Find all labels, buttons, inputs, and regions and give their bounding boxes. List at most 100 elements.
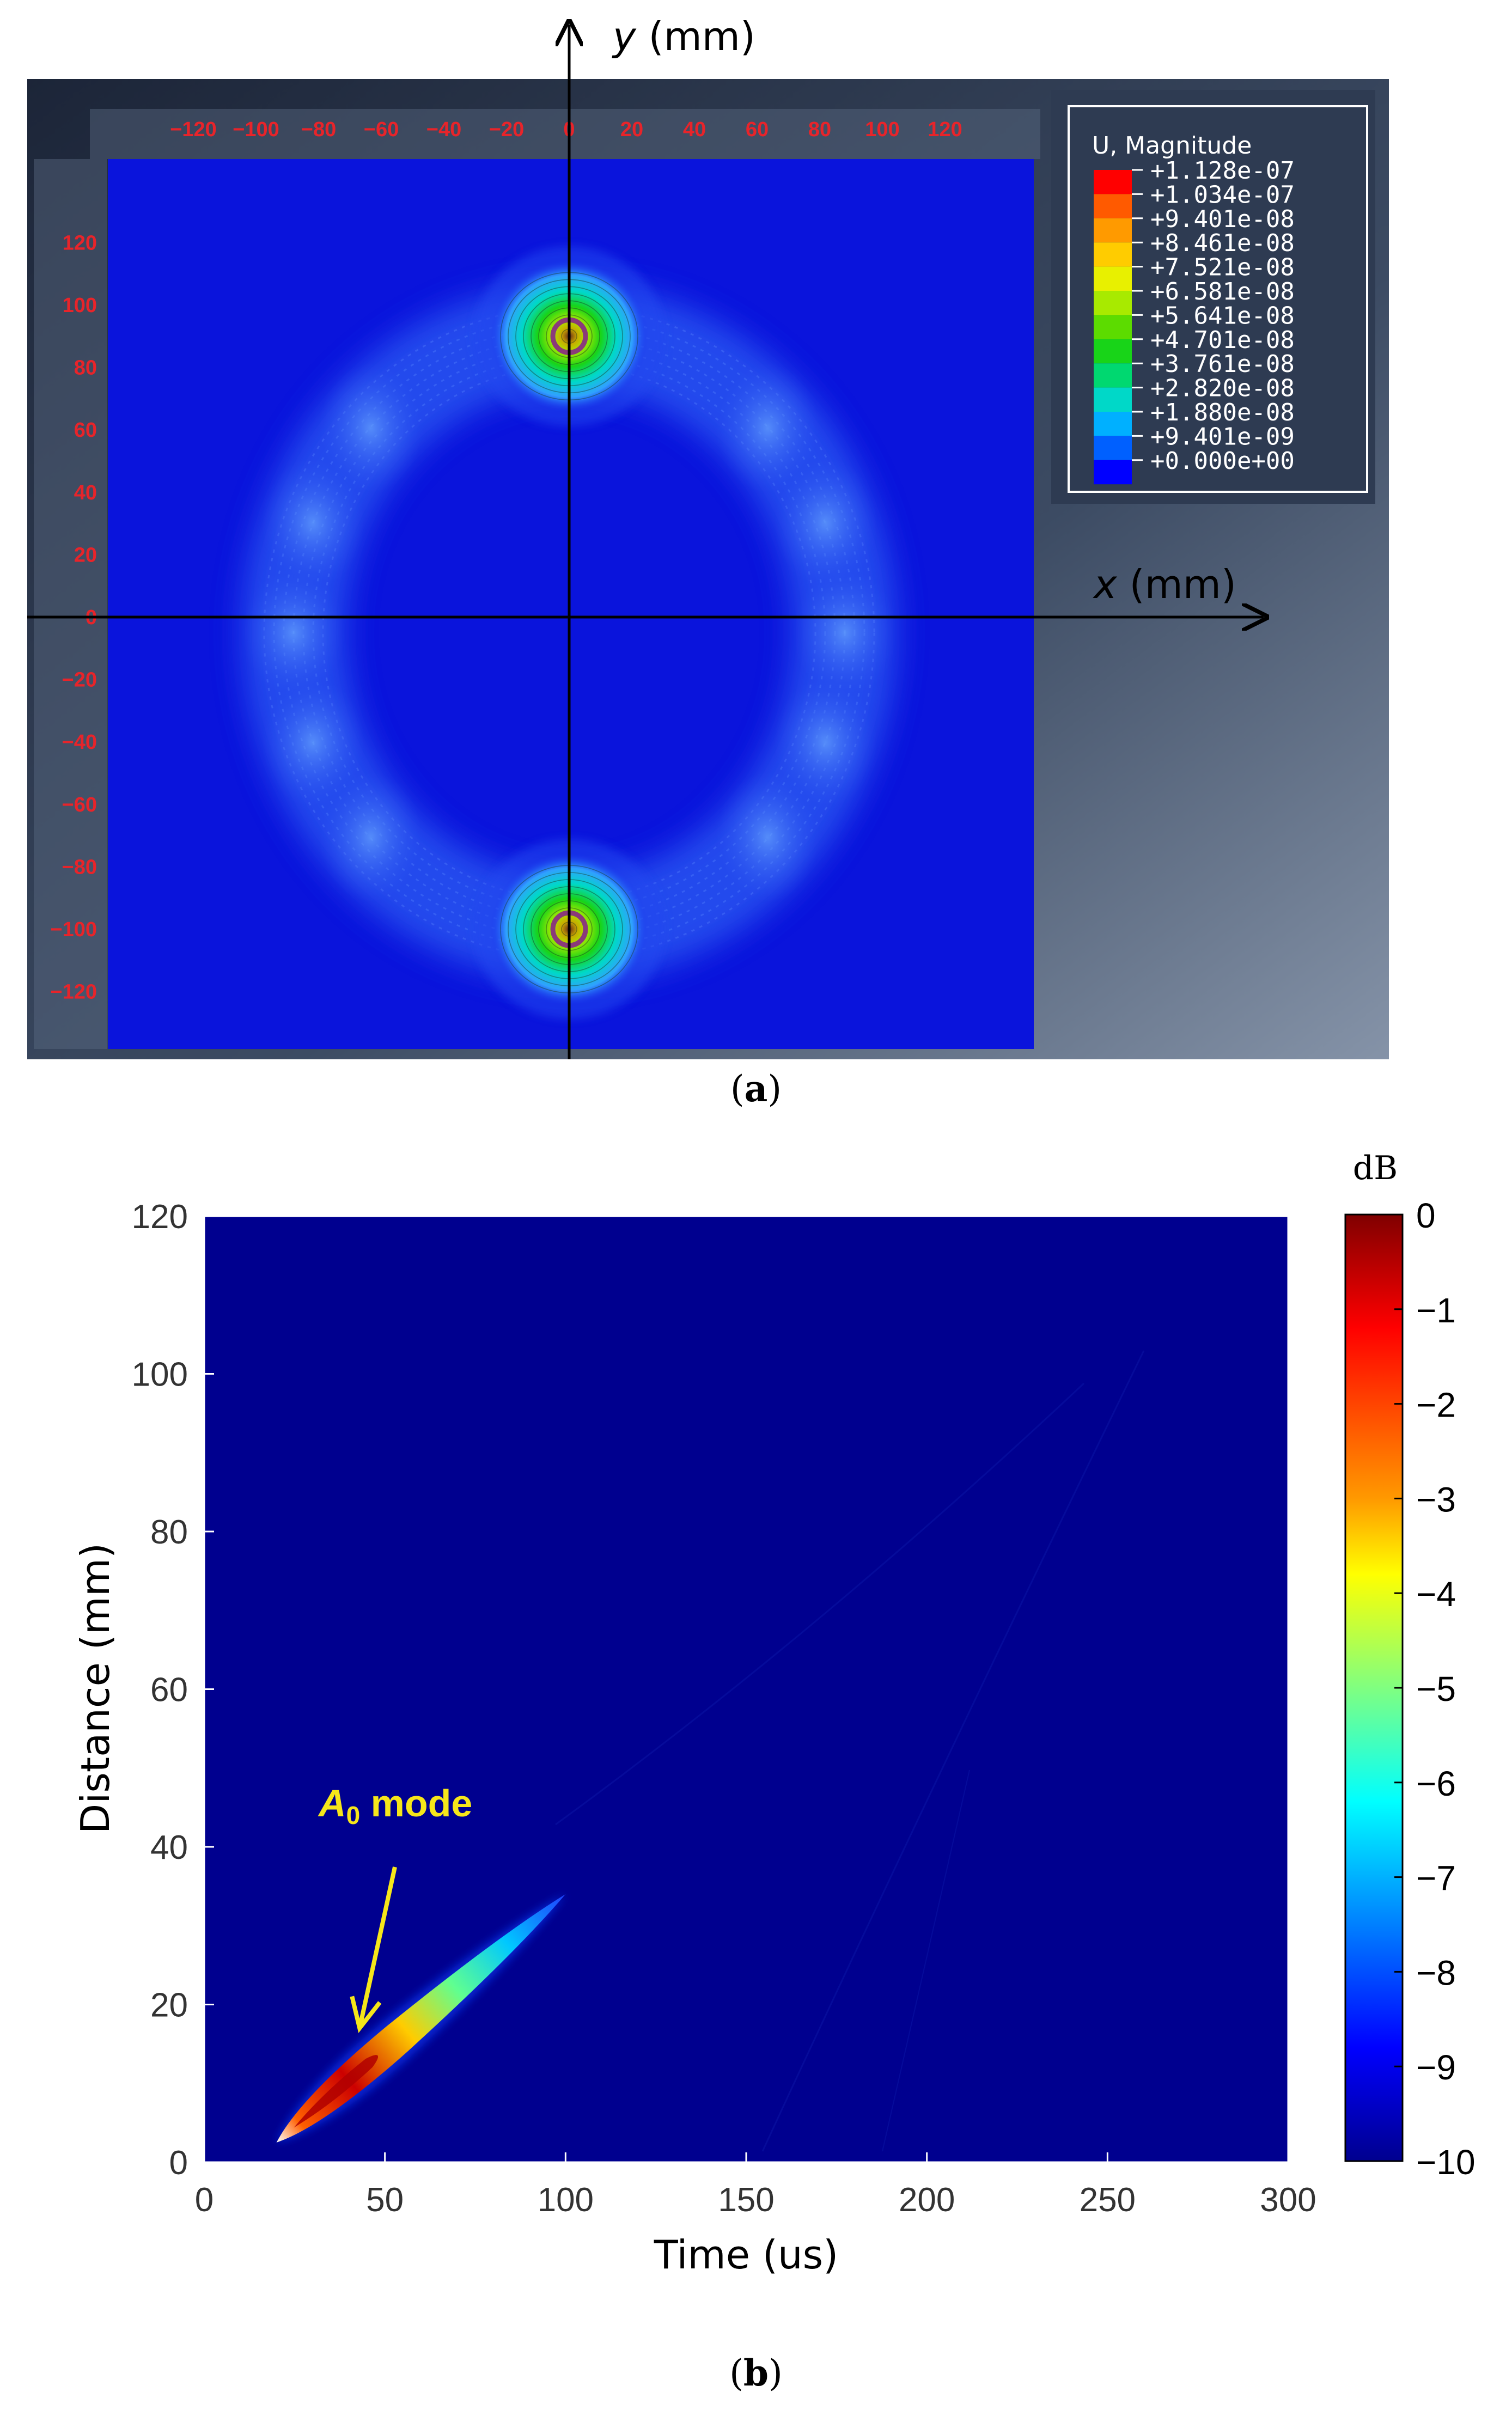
- legend-value: +5.641e-08: [1150, 302, 1295, 330]
- legend-value: +3.761e-08: [1150, 350, 1295, 378]
- x-tick-a: 20: [620, 118, 643, 141]
- legend-value: +6.581e-08: [1150, 278, 1295, 306]
- y-tick-b: 20: [150, 1987, 188, 2024]
- faint-trace-3: [882, 1770, 970, 2152]
- ring-node: [773, 677, 877, 808]
- legend-a: U, Magnitude +1.128e-07+1.034e-07+9.401e…: [1051, 90, 1375, 504]
- y-tick-a: −60: [62, 794, 97, 816]
- colorbar-tick: −5: [1416, 1669, 1456, 1709]
- y-tick-b: 0: [169, 2144, 188, 2182]
- legend-value: +9.401e-09: [1150, 423, 1295, 450]
- colorbar-unit: dB: [1353, 1149, 1398, 1187]
- mode-annotation: A0 mode: [318, 1782, 472, 2033]
- y-tick-a: 40: [74, 481, 97, 504]
- x-tick-b: 100: [538, 2181, 594, 2219]
- y-tick-a: 20: [74, 544, 97, 566]
- annotation-arrow: [357, 1866, 397, 2029]
- y-tick-b: 40: [150, 1829, 188, 1866]
- colorbar-tick: −1: [1416, 1291, 1456, 1330]
- x-tick-a: 100: [865, 118, 899, 141]
- y-tick-b: 120: [132, 1198, 188, 1236]
- colorbar-tick: −8: [1416, 1953, 1456, 1992]
- colorbar-tick: −10: [1416, 2143, 1476, 2182]
- y-tick-b: 80: [150, 1514, 188, 1551]
- mode-band-peak: [294, 2055, 378, 2128]
- y-tick-labels-a: 120100806040200−20−40−60−80−100−120: [50, 231, 97, 1003]
- y-tick-a: −20: [62, 669, 97, 692]
- panel-b: 0 50 100 150 200 250 300 0 20 40 60 80 100 120 Time …: [72, 1149, 1476, 2394]
- legend-value: +7.521e-08: [1150, 254, 1295, 282]
- colorbar-tick: −9: [1416, 2048, 1456, 2087]
- colorbar-ticks: 0 −1 −2 −3 −4 −5 −6 −7 −8 −9 −10: [1394, 1196, 1476, 2182]
- legend-value: +1.034e-07: [1150, 181, 1295, 209]
- ring-node: [716, 772, 820, 903]
- legend-swatch: [1094, 339, 1132, 364]
- colorbar-tick: 0: [1416, 1196, 1436, 1235]
- legend-border: [1068, 105, 1368, 493]
- legend-swatch: [1094, 436, 1132, 460]
- legend-title: U, Magnitude: [1092, 132, 1252, 160]
- legend-labels: +1.128e-07+1.034e-07+9.401e-08+8.461e-08…: [1132, 157, 1295, 475]
- ring-node: [773, 457, 877, 589]
- x-axis-label-b: Time (us): [654, 2232, 838, 2278]
- x-axis-label-a: x (mm): [1093, 562, 1236, 607]
- y-tick-a: −80: [62, 856, 97, 878]
- x-tick-a: −60: [364, 118, 399, 141]
- x-tick-a: 60: [746, 118, 769, 141]
- colorbar-tick: −7: [1416, 1859, 1456, 1898]
- panel-a: −120−100−80−60−40−20020406080100120 1201…: [27, 14, 1389, 1110]
- faint-trace-1: [555, 1382, 1085, 1826]
- legend-swatch: [1094, 315, 1132, 339]
- x-tick-b: 50: [366, 2181, 404, 2219]
- colorbar-tick: −2: [1416, 1386, 1456, 1425]
- panel-caption-a: (a): [730, 1067, 782, 1110]
- colorbar-tick: −4: [1416, 1575, 1456, 1614]
- tick-strip-left: [34, 159, 107, 1049]
- ring-node: [319, 363, 423, 494]
- x-tick-a: −80: [301, 118, 336, 141]
- legend-swatch: [1094, 387, 1132, 412]
- x-tick-a: 120: [928, 118, 962, 141]
- y-tick-a: 60: [74, 419, 97, 442]
- y-tick-a: 80: [74, 357, 97, 380]
- y-tick-a: −120: [50, 981, 97, 1004]
- y-axis-label-b: Distance (mm): [72, 1543, 118, 1834]
- annotation-label: A0 mode: [318, 1782, 472, 1829]
- legend-swatch: [1094, 242, 1132, 267]
- legend-swatch: [1094, 412, 1132, 436]
- a0-mode-band: [276, 1894, 566, 2143]
- x-tick-b: 250: [1080, 2181, 1136, 2219]
- legend-swatches: [1094, 170, 1132, 485]
- ring-node: [242, 567, 345, 698]
- faint-trace-2: [761, 1350, 1145, 2152]
- y-tick-a: 100: [63, 294, 97, 317]
- faint-trace-lines: [555, 1350, 1145, 2152]
- ring-node: [793, 567, 897, 698]
- legend-value: +1.880e-08: [1150, 399, 1295, 426]
- y-tick-a: −40: [62, 731, 97, 754]
- ring-node: [261, 457, 365, 589]
- colorbar-tick: −6: [1416, 1764, 1456, 1803]
- ring-node: [319, 772, 423, 903]
- legend-swatch: [1094, 194, 1132, 218]
- y-tick-a: 120: [63, 231, 97, 254]
- annotation-arrowhead: [350, 1996, 382, 2033]
- ring-node: [261, 677, 365, 808]
- legend-swatch: [1094, 170, 1132, 194]
- legend-value: +2.820e-08: [1150, 375, 1295, 402]
- x-tick-a: 40: [683, 118, 706, 141]
- legend-swatch: [1094, 460, 1132, 485]
- x-tick-b: 200: [899, 2181, 955, 2219]
- ring-node: [716, 363, 820, 494]
- x-tick-b: 300: [1260, 2181, 1316, 2219]
- legend-swatch: [1094, 218, 1132, 243]
- x-tick-a: −100: [233, 118, 279, 141]
- legend-value: +0.000e+00: [1150, 447, 1295, 475]
- x-tick-a: −120: [170, 118, 217, 141]
- heatmap-area: [204, 1216, 1288, 2162]
- x-tick-labels-b: 0 50 100 150 200 250 300: [195, 2152, 1316, 2219]
- x-tick-a: −40: [426, 118, 461, 141]
- colorbar: 0 −1 −2 −3 −4 −5 −6 −7 −8 −9 −10 dB: [1344, 1149, 1476, 2182]
- legend-value: +4.701e-08: [1150, 326, 1295, 354]
